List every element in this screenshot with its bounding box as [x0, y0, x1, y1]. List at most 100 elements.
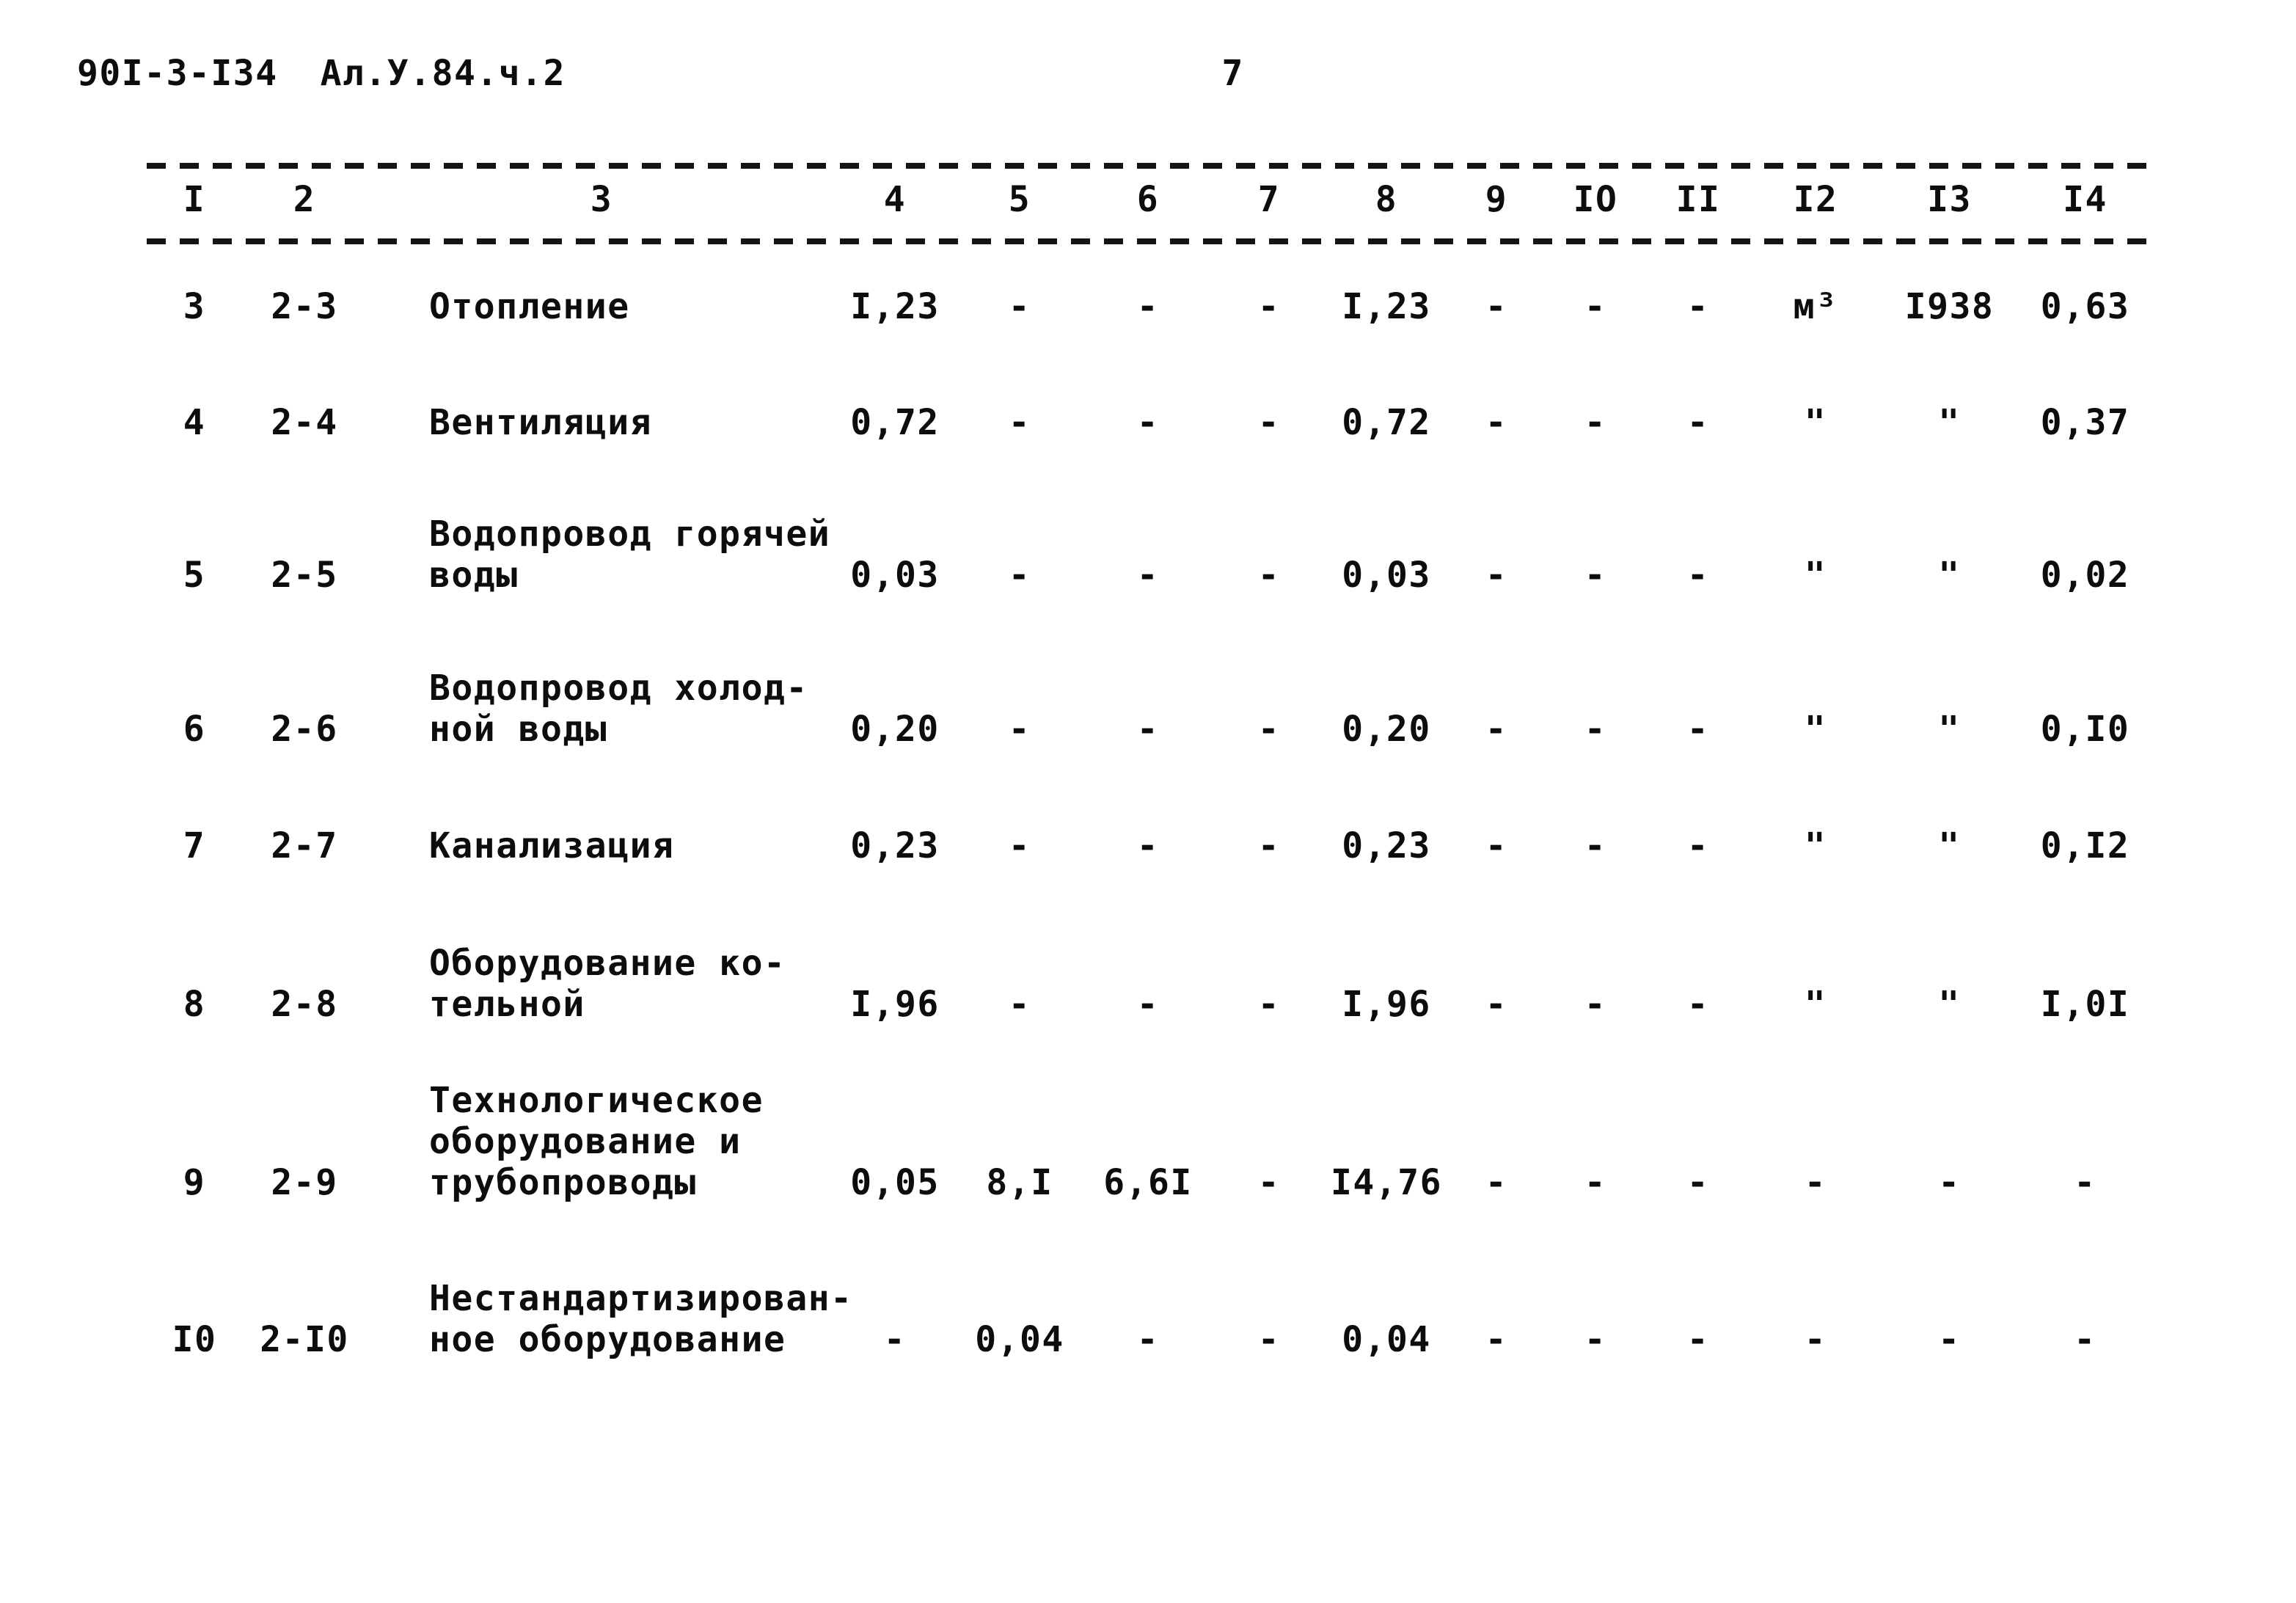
table-cell: - — [1584, 1162, 1607, 1203]
table-cell: " — [1938, 555, 1961, 596]
table-cell: 0,I2 — [2040, 825, 2130, 866]
row-number: 5 — [183, 555, 206, 596]
column-header: I2 — [1793, 179, 1838, 220]
table-row: 8 2-8 Оборудование ко- тельной I,96 - - … — [147, 943, 2149, 1025]
table-cell: - — [1136, 555, 1160, 596]
table-cell: - — [1008, 402, 1031, 443]
table-cell: - — [1136, 825, 1160, 866]
table-cell: 0,72 — [1342, 402, 1431, 443]
work-name: Вентиляция — [429, 402, 652, 443]
unit-cell: " — [1804, 825, 1827, 866]
estimate-code: 2-7 — [271, 825, 338, 866]
row-number: 8 — [183, 984, 206, 1025]
column-header: IO — [1573, 179, 1618, 220]
table-cell: 0,04 — [975, 1319, 1064, 1360]
table-cell: 0,23 — [1342, 825, 1431, 866]
table-cell: - — [1257, 1162, 1281, 1203]
table-row: 3 2-3 Отопление I,23 - - - I,23 - - - м³… — [147, 286, 2149, 327]
unit-cell: " — [1804, 709, 1827, 750]
table-cell: - — [1008, 286, 1031, 327]
table-cell: " — [1938, 402, 1961, 443]
table-cell: 0,02 — [2040, 555, 2130, 596]
column-header: 8 — [1375, 179, 1398, 220]
estimate-code: 2-3 — [271, 286, 338, 327]
table-cell: 0,I0 — [2040, 709, 2130, 750]
row-number: 7 — [183, 825, 206, 866]
work-name: Оборудование ко- тельной — [429, 943, 786, 1025]
table-row: I0 2-I0 Нестандартизирован- ное оборудов… — [147, 1278, 2149, 1360]
table-cell: - — [1485, 286, 1508, 327]
column-header: 2 — [293, 179, 316, 220]
table-cell: - — [1257, 402, 1281, 443]
table-cell: " — [1938, 984, 1961, 1025]
table-cell: - — [1485, 825, 1508, 866]
table-cell: - — [1257, 286, 1281, 327]
table-cell: - — [1584, 402, 1607, 443]
table-cell: - — [1804, 1319, 1827, 1360]
estimate-code: 2-8 — [271, 984, 338, 1025]
estimate-code: 2-4 — [271, 402, 338, 443]
table-cell: 6,6I — [1103, 1162, 1193, 1203]
table-cell: - — [1257, 1319, 1281, 1360]
table-cell: I,0I — [2040, 984, 2130, 1025]
table-cell: 0,72 — [850, 402, 940, 443]
table-cell: 0,23 — [850, 825, 940, 866]
table-cell: - — [1584, 555, 1607, 596]
table-cell: 0,63 — [2040, 286, 2130, 327]
table-row: 9 2-9 Технологическое оборудование и тру… — [147, 1080, 2149, 1203]
document-header: 90I-3-I34 Ал.У.84.ч.2 — [77, 53, 566, 94]
table-cell: - — [1257, 984, 1281, 1025]
table-row: 4 2-4 Вентиляция 0,72 - - - 0,72 - - - "… — [147, 402, 2149, 443]
table-cell: 0,37 — [2040, 402, 2130, 443]
table-cell: - — [883, 1319, 907, 1360]
row-number: 3 — [183, 286, 206, 327]
column-header: 3 — [590, 179, 613, 220]
table-cell: I,23 — [850, 286, 940, 327]
table-cell: 0,20 — [850, 709, 940, 750]
doc-code: Ал.У.84.ч.2 — [320, 53, 566, 94]
table-row: 7 2-7 Канализация 0,23 - - - 0,23 - - - … — [147, 825, 2149, 866]
table-cell: - — [1136, 709, 1160, 750]
table-cell: - — [1136, 402, 1160, 443]
work-name: Отопление — [429, 286, 630, 327]
work-name: Канализация — [429, 825, 675, 866]
table-cell: - — [1257, 709, 1281, 750]
table-cell: 0,05 — [850, 1162, 940, 1203]
doc-number: 90I-3-I34 — [77, 53, 278, 94]
table-cell: I938 — [1904, 286, 1995, 327]
table-cell: " — [1938, 709, 1961, 750]
table-cell: - — [1686, 1162, 1710, 1203]
row-number: 4 — [183, 402, 206, 443]
table-cell: - — [2074, 1319, 2096, 1360]
table-top-border — [147, 163, 2149, 169]
table-cell: I,96 — [850, 984, 940, 1025]
table-cell: - — [1485, 984, 1508, 1025]
table-cell: - — [1485, 1319, 1508, 1360]
page-number: 7 — [1221, 53, 1243, 94]
column-header: 9 — [1485, 179, 1508, 220]
table-cell: - — [1686, 709, 1710, 750]
table-cell: - — [1584, 825, 1607, 866]
unit-cell: " — [1804, 984, 1827, 1025]
unit-cell: " — [1804, 402, 1827, 443]
table-row: 6 2-6 Водопровод холод- ной воды 0,20 - … — [147, 668, 2149, 750]
unit-cell: м³ — [1793, 286, 1838, 327]
table-cell: 0,03 — [1342, 555, 1431, 596]
table-row: 5 2-5 Водопровод горячей воды 0,03 - - -… — [147, 514, 2149, 596]
table-cell: - — [1938, 1162, 1961, 1203]
table-cell: - — [1485, 1162, 1508, 1203]
column-header: 7 — [1257, 179, 1281, 220]
table-cell: - — [1686, 984, 1710, 1025]
table-cell: - — [1584, 286, 1607, 327]
column-header: 6 — [1136, 179, 1160, 220]
table-cell: - — [1008, 984, 1031, 1025]
table-cell: - — [1938, 1319, 1961, 1360]
table-cell: - — [1686, 825, 1710, 866]
table-cell: 8,I — [986, 1162, 1053, 1203]
table-cell: " — [1938, 825, 1961, 866]
table-cell: I,96 — [1342, 984, 1431, 1025]
table-cell: - — [1485, 402, 1508, 443]
table-cell: - — [1136, 1319, 1160, 1360]
table-cell: - — [1136, 984, 1160, 1025]
row-number: 6 — [183, 709, 206, 750]
